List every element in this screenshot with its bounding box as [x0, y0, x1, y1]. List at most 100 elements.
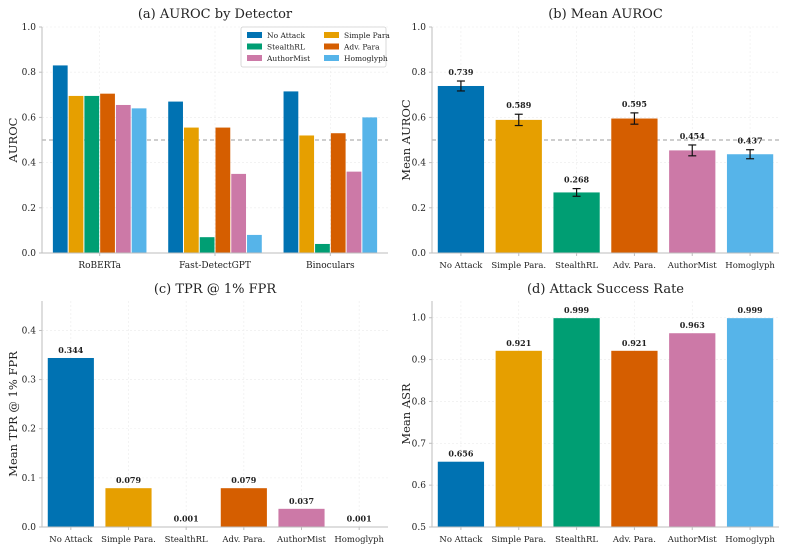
x-tick-label: StealthRL — [165, 535, 208, 545]
legend-label-3: Adv. Para — [343, 43, 380, 52]
x-tick-label: Fast-DetectGPT — [179, 261, 251, 271]
bar-stealthrl-1 — [199, 237, 215, 253]
y-axis-label: Mean AUROC — [399, 99, 413, 181]
value-label-5: 0.437 — [738, 136, 763, 146]
x-tick-label: Adv. Para. — [612, 261, 656, 271]
y-tick-label: 0.8 — [412, 68, 427, 78]
bar-0 — [437, 85, 485, 254]
legend-swatch-0 — [247, 32, 262, 38]
bar-0 — [47, 357, 94, 527]
value-label-0: 0.739 — [448, 67, 473, 77]
x-tick-label: Binoculars — [306, 261, 355, 271]
bar-3 — [220, 488, 267, 527]
y-tick-label: 0.0 — [412, 249, 427, 259]
y-tick-label: 0.4 — [412, 159, 427, 169]
x-tick-label: No Attack — [439, 535, 483, 545]
y-tick-label: 0.6 — [412, 113, 427, 123]
chart-title: (b) Mean AUROC — [548, 7, 663, 22]
y-tick-label: 0.9 — [412, 356, 427, 366]
y-axis-label: Mean ASR — [399, 383, 413, 445]
legend-swatch-2 — [247, 43, 262, 50]
bar-0 — [437, 461, 485, 527]
bar-homoglyph-2 — [362, 117, 378, 254]
legend-swatch-3 — [324, 43, 339, 50]
y-tick-label: 0.1 — [22, 474, 36, 484]
y-tick-label: 0.5 — [412, 523, 427, 533]
y-tick-label: 0.0 — [22, 249, 37, 259]
y-tick-label: 1.0 — [412, 23, 427, 33]
value-label-0: 0.656 — [448, 449, 473, 459]
value-label-3: 0.079 — [231, 475, 256, 485]
y-axis-label: AUROC — [6, 117, 20, 163]
value-label-4: 0.963 — [680, 320, 705, 330]
y-tick-label: 0.6 — [412, 481, 427, 491]
y-tick-label: 0.2 — [22, 204, 36, 214]
legend-swatch-5 — [324, 55, 339, 61]
value-label-4: 0.037 — [289, 496, 314, 506]
chart-title: (a) AUROC by Detector — [138, 7, 293, 22]
x-tick-label: RoBERTa — [78, 261, 121, 271]
bar-no-attack-2 — [283, 91, 299, 253]
bar-stealthrl-2 — [315, 243, 330, 253]
bar-simple-para-1 — [183, 127, 199, 253]
legend-label-2: StealthRL — [267, 43, 305, 52]
bar-2 — [553, 192, 600, 253]
bar-simple-para-2 — [299, 135, 315, 253]
y-tick-label: 0.2 — [22, 425, 36, 435]
x-tick-label: AuthorMist — [667, 535, 717, 545]
x-tick-label: AuthorMist — [276, 535, 326, 545]
legend-swatch-4 — [247, 55, 262, 61]
y-tick-label: 0.6 — [22, 113, 37, 123]
chart-b: 0.739 0.589 0.268 0.595 0.454 0.437 0.0 0.2 0.4 0… — [399, 7, 779, 271]
y-tick-label: 0.7 — [412, 439, 427, 449]
bar-homoglyph-1 — [247, 234, 262, 253]
bar-4 — [669, 150, 716, 253]
bar-4 — [669, 333, 716, 527]
bar-simple-para-0 — [68, 95, 84, 254]
value-label-2: 0.999 — [564, 305, 589, 315]
chart-title: (d) Attack Success Rate — [527, 282, 684, 297]
value-label-2: 0.001 — [174, 514, 199, 524]
value-label-1: 0.589 — [506, 100, 531, 110]
bar-1 — [495, 350, 542, 527]
legend-swatch-1 — [324, 32, 339, 38]
value-label-3: 0.921 — [622, 338, 647, 348]
bar-no-attack-0 — [52, 65, 68, 253]
bar-1 — [495, 119, 542, 253]
x-tick-label: StealthRL — [555, 261, 598, 271]
bar-2 — [553, 318, 600, 527]
x-tick-label: Adv. Para. — [221, 535, 265, 545]
x-tick-label: Homoglyph — [334, 535, 384, 545]
x-tick-label: Homoglyph — [725, 261, 775, 271]
bar-adv-para-1 — [215, 127, 231, 253]
legend-label-4: AuthorMist — [266, 54, 310, 63]
bar-stealthrl-0 — [84, 95, 100, 254]
y-tick-label: 0.2 — [412, 204, 426, 214]
bar-5 — [726, 154, 774, 253]
bar-4 — [278, 508, 325, 527]
y-tick-label: 0.8 — [22, 68, 37, 78]
x-tick-label: No Attack — [49, 535, 93, 545]
legend-label-5: Homoglyph — [344, 54, 388, 63]
value-label-1: 0.079 — [116, 475, 141, 485]
value-label-1: 0.921 — [506, 338, 531, 348]
x-tick-label: Simple Para. — [491, 535, 546, 545]
value-label-5: 0.999 — [738, 305, 763, 315]
bar-5 — [726, 318, 774, 527]
chart-title: (c) TPR @ 1% FPR — [154, 282, 278, 297]
x-tick-label: Simple Para. — [101, 535, 156, 545]
legend-label-1: Simple Para — [344, 31, 390, 40]
y-tick-label: 0.3 — [22, 376, 37, 386]
bar-authormist-2 — [346, 171, 362, 253]
y-tick-label: 0.8 — [412, 397, 427, 407]
x-tick-label: Homoglyph — [725, 535, 775, 545]
legend: No Attack Simple Para StealthRL Adv. Para Au… — [240, 26, 390, 68]
x-tick-label: StealthRL — [555, 535, 598, 545]
y-tick-label: 1.0 — [412, 314, 427, 324]
value-label-4: 0.454 — [680, 131, 705, 141]
value-label-0: 0.344 — [58, 345, 83, 355]
x-tick-label: Adv. Para. — [612, 535, 656, 545]
y-axis-label: Mean TPR @ 1% FPR — [6, 351, 20, 477]
bar-adv-para-0 — [100, 93, 115, 253]
